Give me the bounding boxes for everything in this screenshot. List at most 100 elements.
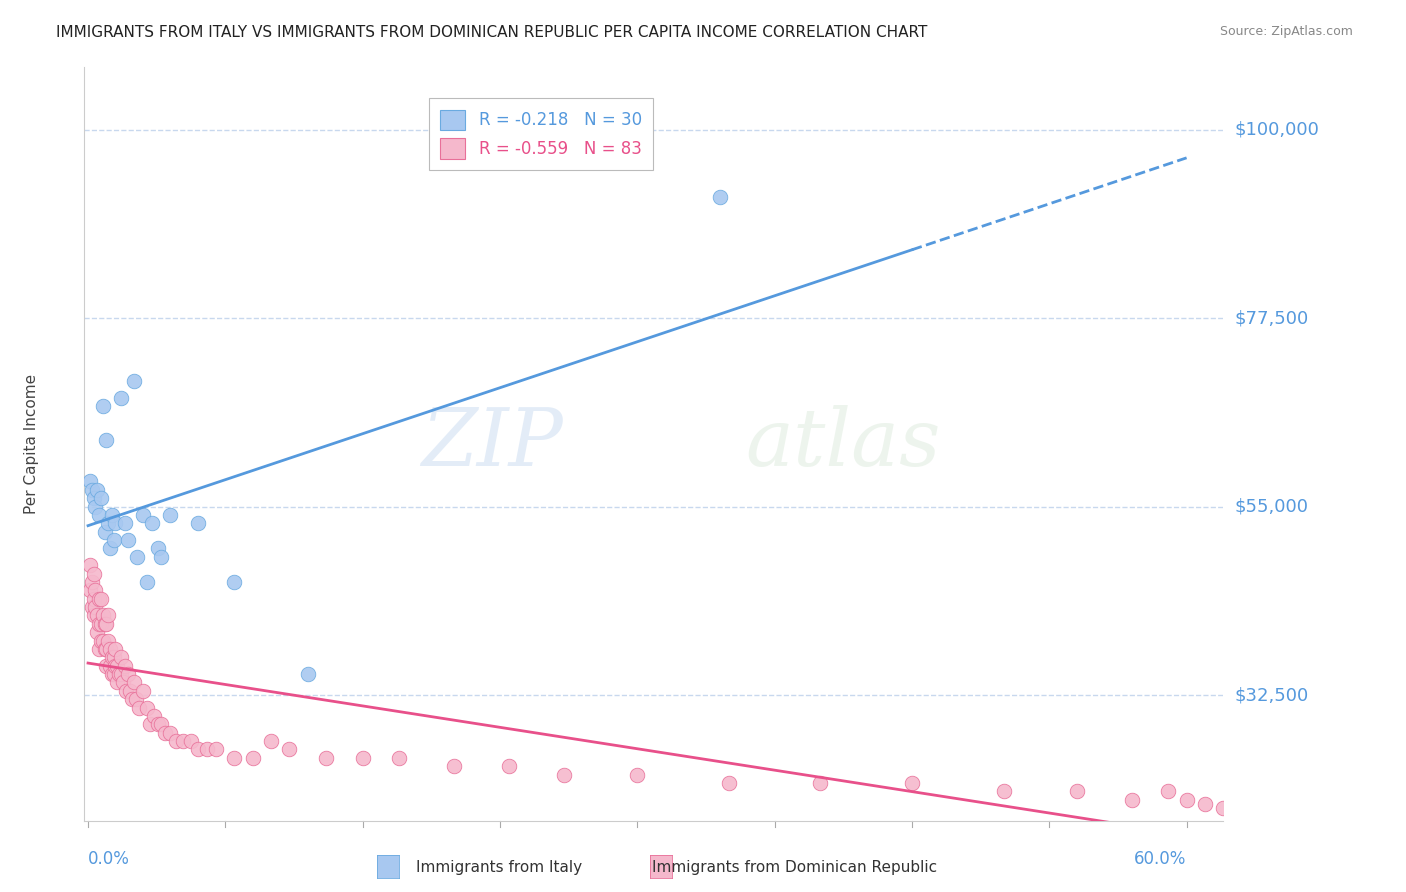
Point [110, 650, 132, 665]
Point [90, 633, 112, 648]
Point [97, 608, 120, 623]
Point [1157, 784, 1180, 798]
Point [86, 483, 108, 497]
Point [91, 633, 114, 648]
Point [498, 759, 520, 773]
Point [205, 742, 228, 756]
Point [139, 717, 162, 731]
Point [159, 508, 181, 522]
Point [79, 475, 101, 489]
Point [260, 734, 283, 748]
Point [101, 508, 124, 522]
Text: 0.0%: 0.0% [89, 850, 129, 868]
Point [172, 734, 194, 748]
Point [79, 583, 101, 598]
Point [224, 574, 246, 589]
Point [96, 616, 118, 631]
Point [93, 616, 115, 631]
Legend: R = -0.218   N = 30, R = -0.559   N = 83: R = -0.218 N = 30, R = -0.559 N = 83 [429, 98, 654, 170]
Point [114, 516, 136, 531]
Point [993, 784, 1015, 798]
Point [187, 516, 209, 531]
Point [101, 650, 124, 665]
Point [153, 725, 176, 739]
Text: $77,500: $77,500 [1234, 310, 1309, 327]
Point [121, 692, 143, 706]
Text: $55,000: $55,000 [1234, 498, 1309, 516]
Point [79, 558, 101, 573]
Point [352, 751, 374, 765]
Point [146, 717, 169, 731]
Point [297, 667, 319, 681]
Point [709, 190, 731, 204]
Point [117, 667, 139, 681]
Point [1175, 793, 1198, 807]
Point [83, 608, 105, 623]
Text: IMMIGRANTS FROM ITALY VS IMMIGRANTS FROM DOMINICAN REPUBLIC PER CAPITA INCOME CO: IMMIGRANTS FROM ITALY VS IMMIGRANTS FROM… [56, 25, 928, 40]
Point [98, 658, 121, 673]
Point [104, 516, 127, 531]
Point [901, 776, 924, 790]
Point [146, 541, 169, 556]
Point [626, 767, 648, 781]
Point [80, 600, 103, 615]
Point [132, 683, 155, 698]
Point [1066, 784, 1088, 798]
Point [142, 709, 165, 723]
Point [1121, 793, 1143, 807]
Point [278, 742, 301, 756]
Point [110, 391, 132, 405]
Point [122, 374, 145, 388]
Point [114, 658, 136, 673]
Point [443, 759, 465, 773]
Point [96, 433, 118, 447]
Point [122, 675, 145, 690]
Point [80, 483, 103, 497]
Point [105, 675, 128, 690]
Point [104, 642, 127, 657]
Point [103, 650, 125, 665]
Point [141, 516, 163, 531]
Text: Immigrants from Italy: Immigrants from Italy [416, 860, 582, 874]
Text: $32,500: $32,500 [1234, 686, 1309, 704]
Point [104, 658, 127, 673]
Point [84, 600, 107, 615]
Point [90, 591, 112, 606]
Point [97, 516, 120, 531]
Point [91, 399, 114, 413]
Point [180, 734, 202, 748]
Point [132, 508, 155, 522]
Point [159, 725, 181, 739]
Point [91, 608, 114, 623]
Point [110, 667, 132, 681]
Point [388, 751, 411, 765]
Point [90, 616, 112, 631]
Point [111, 675, 134, 690]
Text: $100,000: $100,000 [1234, 120, 1319, 139]
Point [1194, 797, 1216, 811]
Point [86, 608, 108, 623]
Point [90, 491, 112, 506]
Text: Source: ZipAtlas.com: Source: ZipAtlas.com [1219, 25, 1353, 38]
Text: ZIP: ZIP [420, 405, 562, 483]
Point [115, 683, 138, 698]
Point [83, 566, 105, 581]
Point [120, 683, 142, 698]
Text: Immigrants from Dominican Republic: Immigrants from Dominican Republic [652, 860, 936, 874]
Point [165, 734, 187, 748]
Point [93, 642, 115, 657]
Point [135, 700, 157, 714]
Point [127, 549, 149, 564]
Point [80, 574, 103, 589]
Point [187, 742, 209, 756]
Point [810, 776, 832, 790]
Point [86, 625, 108, 640]
Point [717, 776, 740, 790]
Point [83, 491, 105, 506]
Point [87, 642, 110, 657]
Point [93, 524, 115, 539]
Point [103, 667, 125, 681]
Point [84, 583, 107, 598]
Point [128, 700, 150, 714]
Point [87, 616, 110, 631]
